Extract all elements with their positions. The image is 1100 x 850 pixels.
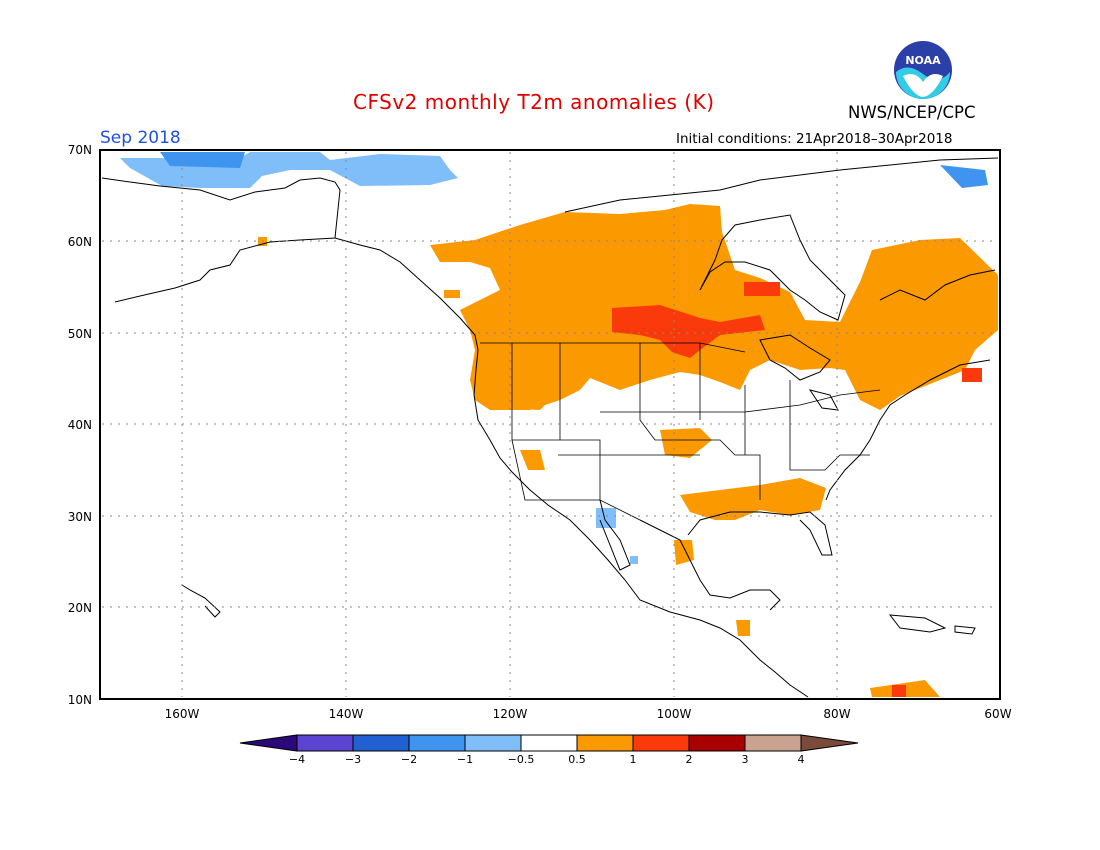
colorbar-cell-2 [352,734,410,752]
warm-anomaly-canada [430,204,998,410]
lon-tick-100w: 100W [657,707,692,721]
warm-anomaly-central-am [736,620,750,636]
lat-tick-50: 50N [68,327,92,341]
lat-tick-70: 70N [68,143,92,157]
lon-tick-60w: 60W [984,707,1011,721]
lon-tick-labels: 160W 140W 120W 100W 80W 60W [165,707,1012,721]
colorbar [239,734,859,752]
lon-tick-80w: 80W [823,707,850,721]
colorbar-label-m2: −2 [401,753,417,766]
warm-anomaly-nwus [476,340,560,410]
cold-anomaly-ne [940,165,988,188]
colorbar-label-m1: −1 [457,753,473,766]
colorbar-label-p3: 3 [742,753,749,766]
colorbar-cell-9 [744,734,802,752]
cold-anomaly-mexico [596,508,616,528]
colorbar-label-m4: −4 [289,753,305,766]
colorbar-label-p05: 0.5 [568,753,586,766]
colorbar-cell-4 [464,734,522,752]
colorbar-label-p4: 4 [798,753,805,766]
lat-tick-labels: 10N 20N 30N 40N 50N 60N 70N [68,143,92,707]
colorbar-cell-6 [576,734,634,752]
lon-tick-140w: 140W [329,707,364,721]
lat-tick-60: 60N [68,235,92,249]
map-frame [99,149,1001,700]
political-borders [480,342,881,521]
colorbar-cell-3 [408,734,466,752]
anomaly-shading [120,152,998,697]
gridlines [102,152,998,697]
colorbar-cell-5 [520,734,578,752]
colorbar-label-p1: 1 [630,753,637,766]
colorbar-cell-1 [296,734,354,752]
colorbar-cell-8 [688,734,746,752]
warm-anomaly-gulf [680,478,826,520]
initial-conditions: Initial conditions: 21Apr2018–30Apr2018 [676,131,953,147]
warm-anomaly-sw [520,450,545,470]
noaa-logo: NOAA [894,41,952,99]
lat-tick-10: 10N [68,693,92,707]
cold-anomaly-alaska [160,152,245,168]
organization-label: NWS/NCEP/CPC [848,103,976,122]
warm-anomaly-bc-dot [444,290,460,298]
colorbar-high-triangle [800,734,859,752]
strong-warm-anomaly-hudson [744,282,780,296]
warm-anomaly-plains [660,428,712,458]
cold-anomaly-mexico-small [630,556,638,564]
logo-text: NOAA [905,54,941,67]
lon-tick-160w: 160W [165,707,200,721]
forecast-month: Sep 2018 [100,128,181,148]
strong-warm-anomaly-ne [962,368,982,382]
lat-tick-40: 40N [68,418,92,432]
lat-tick-20: 20N [68,601,92,615]
colorbar-low-triangle [239,734,298,752]
strong-warm-anomaly-prairies [612,305,765,358]
map-title: CFSv2 monthly T2m anomalies (K) [353,90,715,114]
colorbar-cell-7 [632,734,690,752]
colorbar-labels: −4 −3 −2 −1 −0.5 0.5 1 2 3 4 [289,753,805,766]
colorbar-label-p2: 2 [686,753,693,766]
colorbar-label-m3: −3 [345,753,361,766]
strong-warm-anomaly-caribbean [892,685,906,697]
colorbar-label-m05: −0.5 [508,753,535,766]
lat-tick-30: 30N [68,510,92,524]
lon-tick-120w: 120W [493,707,528,721]
